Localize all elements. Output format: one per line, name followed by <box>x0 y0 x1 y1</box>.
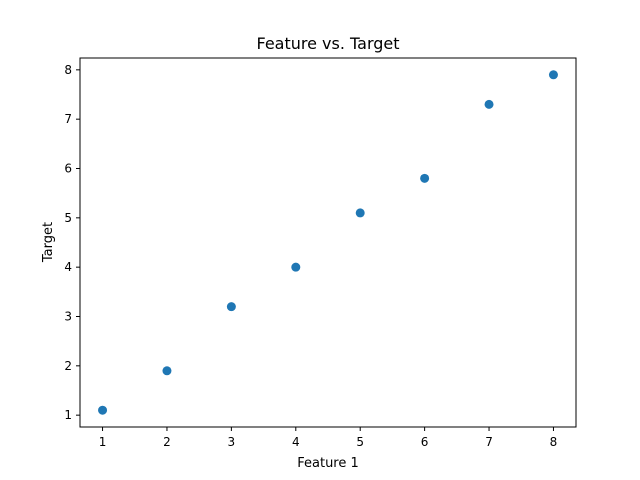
x-tick-label: 3 <box>228 435 236 449</box>
scatter-point <box>98 405 108 415</box>
scatter-point <box>226 302 236 312</box>
x-tick-label: 2 <box>163 435 171 449</box>
scatter-point <box>355 208 365 218</box>
scatter-point <box>162 366 172 376</box>
x-tick-label: 8 <box>550 435 558 449</box>
y-tick-label: 2 <box>64 359 72 373</box>
y-tick-label: 7 <box>64 112 72 126</box>
scatter-point <box>291 262 301 272</box>
scatter-point <box>484 99 494 109</box>
scatter-point <box>548 70 558 80</box>
x-axis-ticks: 1 2 3 4 5 6 7 8 <box>99 427 558 449</box>
y-tick-label: 5 <box>64 211 72 225</box>
y-tick-label: 8 <box>64 63 72 77</box>
x-tick-label: 7 <box>485 435 493 449</box>
y-axis-ticks: 1 2 3 4 5 6 7 8 <box>64 63 80 422</box>
y-axis-label: Target <box>41 222 56 263</box>
plot-frame <box>79 57 577 428</box>
x-tick-label: 5 <box>356 435 364 449</box>
data-points <box>98 70 558 415</box>
scatter-point <box>420 173 430 183</box>
chart-title: Feature vs. Target <box>256 34 399 53</box>
x-axis-label: Feature 1 <box>297 456 359 471</box>
x-tick-label: 6 <box>421 435 429 449</box>
y-tick-label: 4 <box>64 260 72 274</box>
x-tick-label: 1 <box>99 435 107 449</box>
y-tick-label: 6 <box>64 162 72 176</box>
x-tick-label: 4 <box>292 435 300 449</box>
y-tick-label: 1 <box>64 408 72 422</box>
y-tick-label: 3 <box>64 309 72 323</box>
